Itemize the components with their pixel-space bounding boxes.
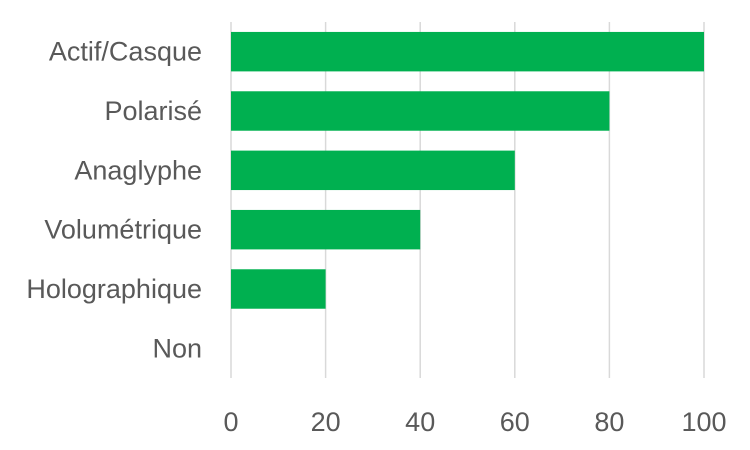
bar-2 (231, 150, 515, 191)
x-tick-labels: 0 20 40 60 80 100 (223, 407, 726, 437)
x-tick-label: 80 (594, 407, 624, 437)
gridlines (230, 22, 705, 378)
x-tick-label: 20 (311, 407, 341, 437)
bars (231, 31, 704, 309)
x-tick-label: 60 (500, 407, 530, 437)
x-tick-label: 100 (681, 407, 726, 437)
x-tick-label: 0 (223, 407, 238, 437)
bar-0 (231, 31, 704, 72)
category-label: Holographique (26, 274, 202, 304)
category-label: Non (152, 333, 202, 363)
category-label: Volumétrique (44, 215, 202, 245)
bar-3 (231, 209, 421, 250)
x-tick-label: 40 (405, 407, 435, 437)
bar-1 (231, 91, 610, 131)
category-label: Actif/Casque (49, 37, 202, 67)
category-label: Anaglyphe (74, 155, 202, 185)
category-label: Polarisé (104, 96, 202, 126)
category-labels: Actif/Casque Polarisé Anaglyphe Volumétriqu… (26, 37, 202, 364)
bar-4 (231, 269, 326, 309)
